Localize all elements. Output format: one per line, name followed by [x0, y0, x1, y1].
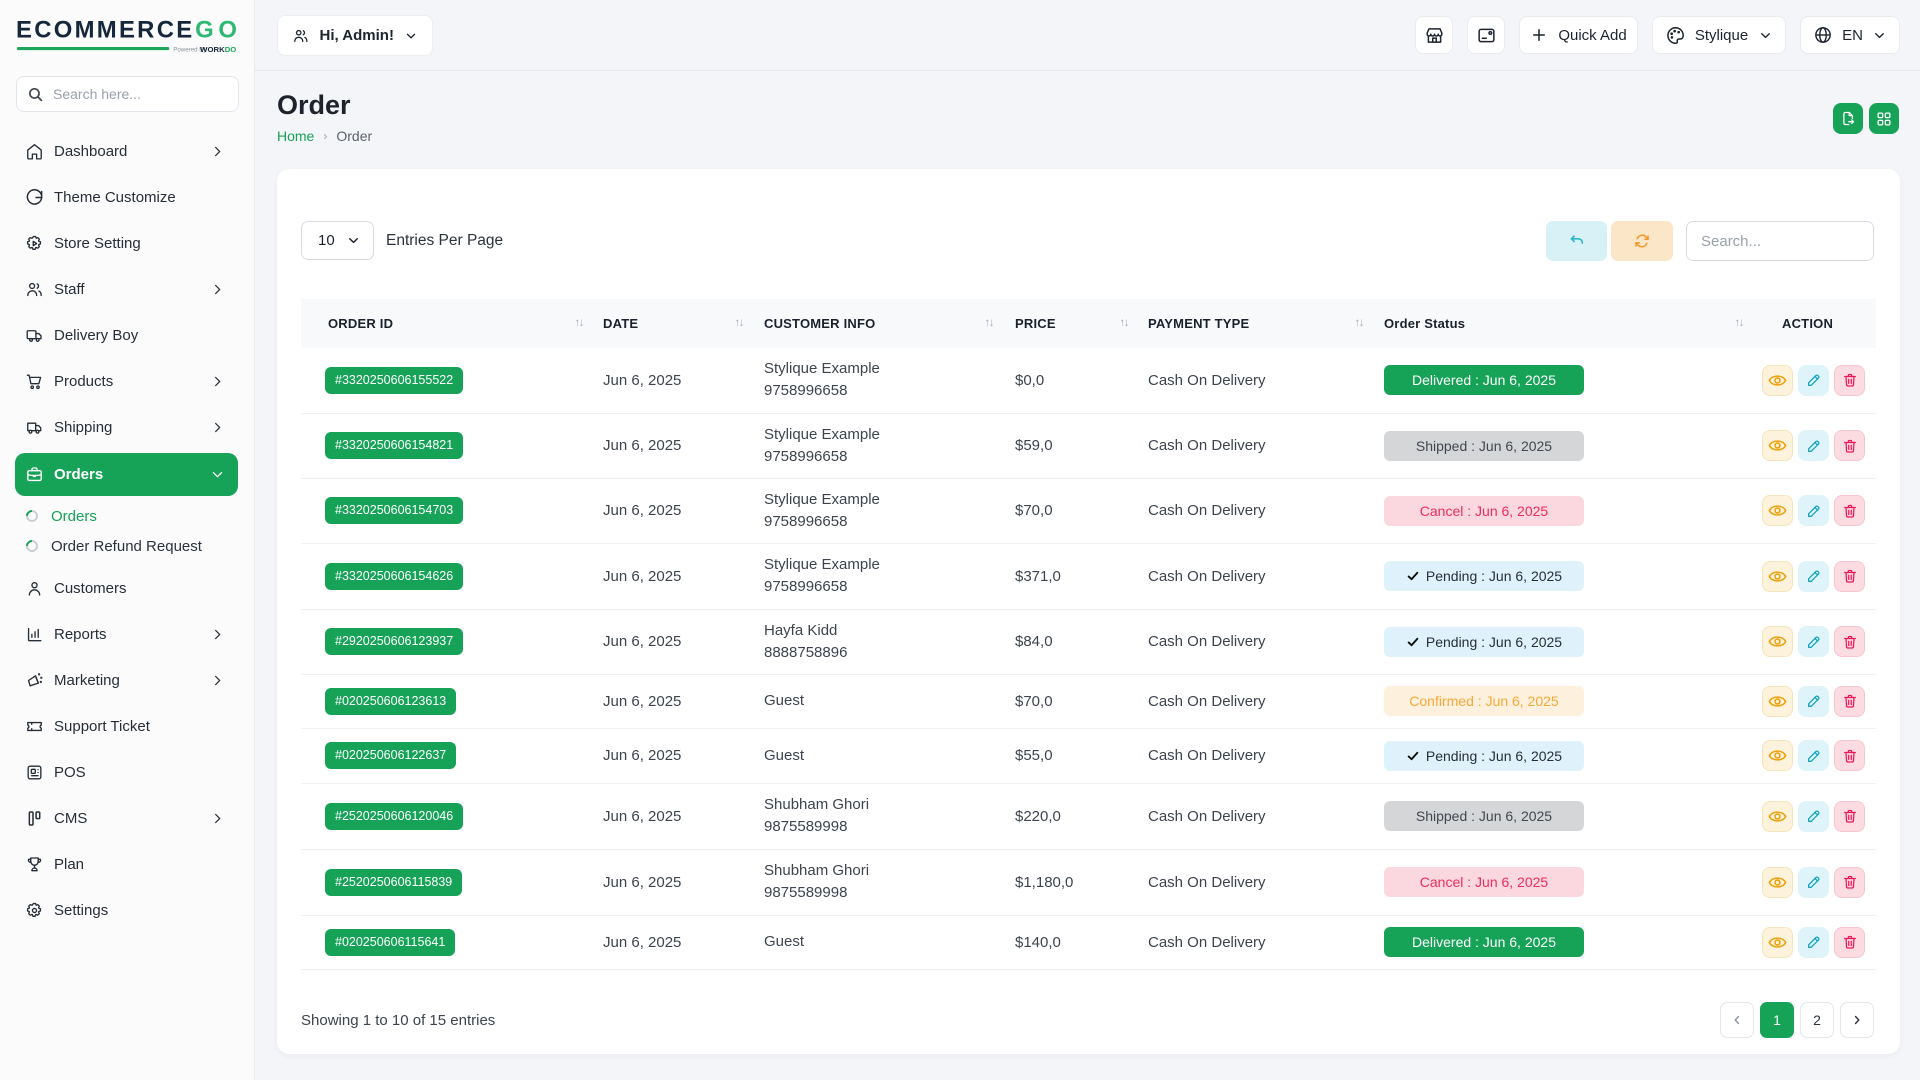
svg-text:Powered By: Powered By	[173, 47, 207, 54]
svg-text:ECOMMERCE: ECOMMERCE	[16, 16, 193, 43]
svg-text:WORKDO: WORKDO	[200, 45, 236, 54]
svg-text:GO: GO	[195, 16, 237, 43]
